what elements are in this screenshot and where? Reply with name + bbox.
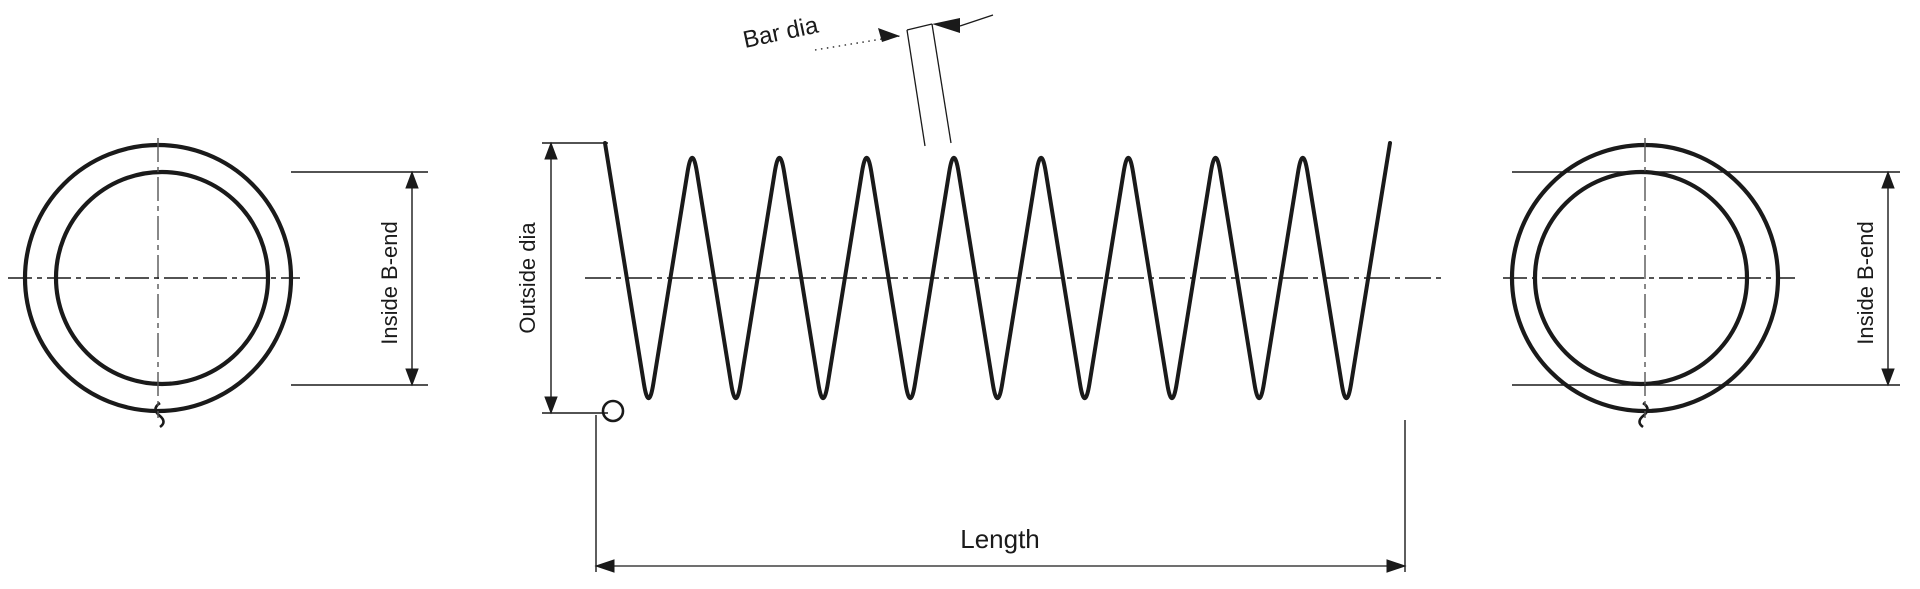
svg-text:Outside dia: Outside dia xyxy=(515,222,540,334)
svg-text:Inside B-end: Inside B-end xyxy=(377,221,402,345)
svg-text:Length: Length xyxy=(960,524,1040,554)
svg-text:Inside B-end: Inside B-end xyxy=(1853,221,1878,345)
